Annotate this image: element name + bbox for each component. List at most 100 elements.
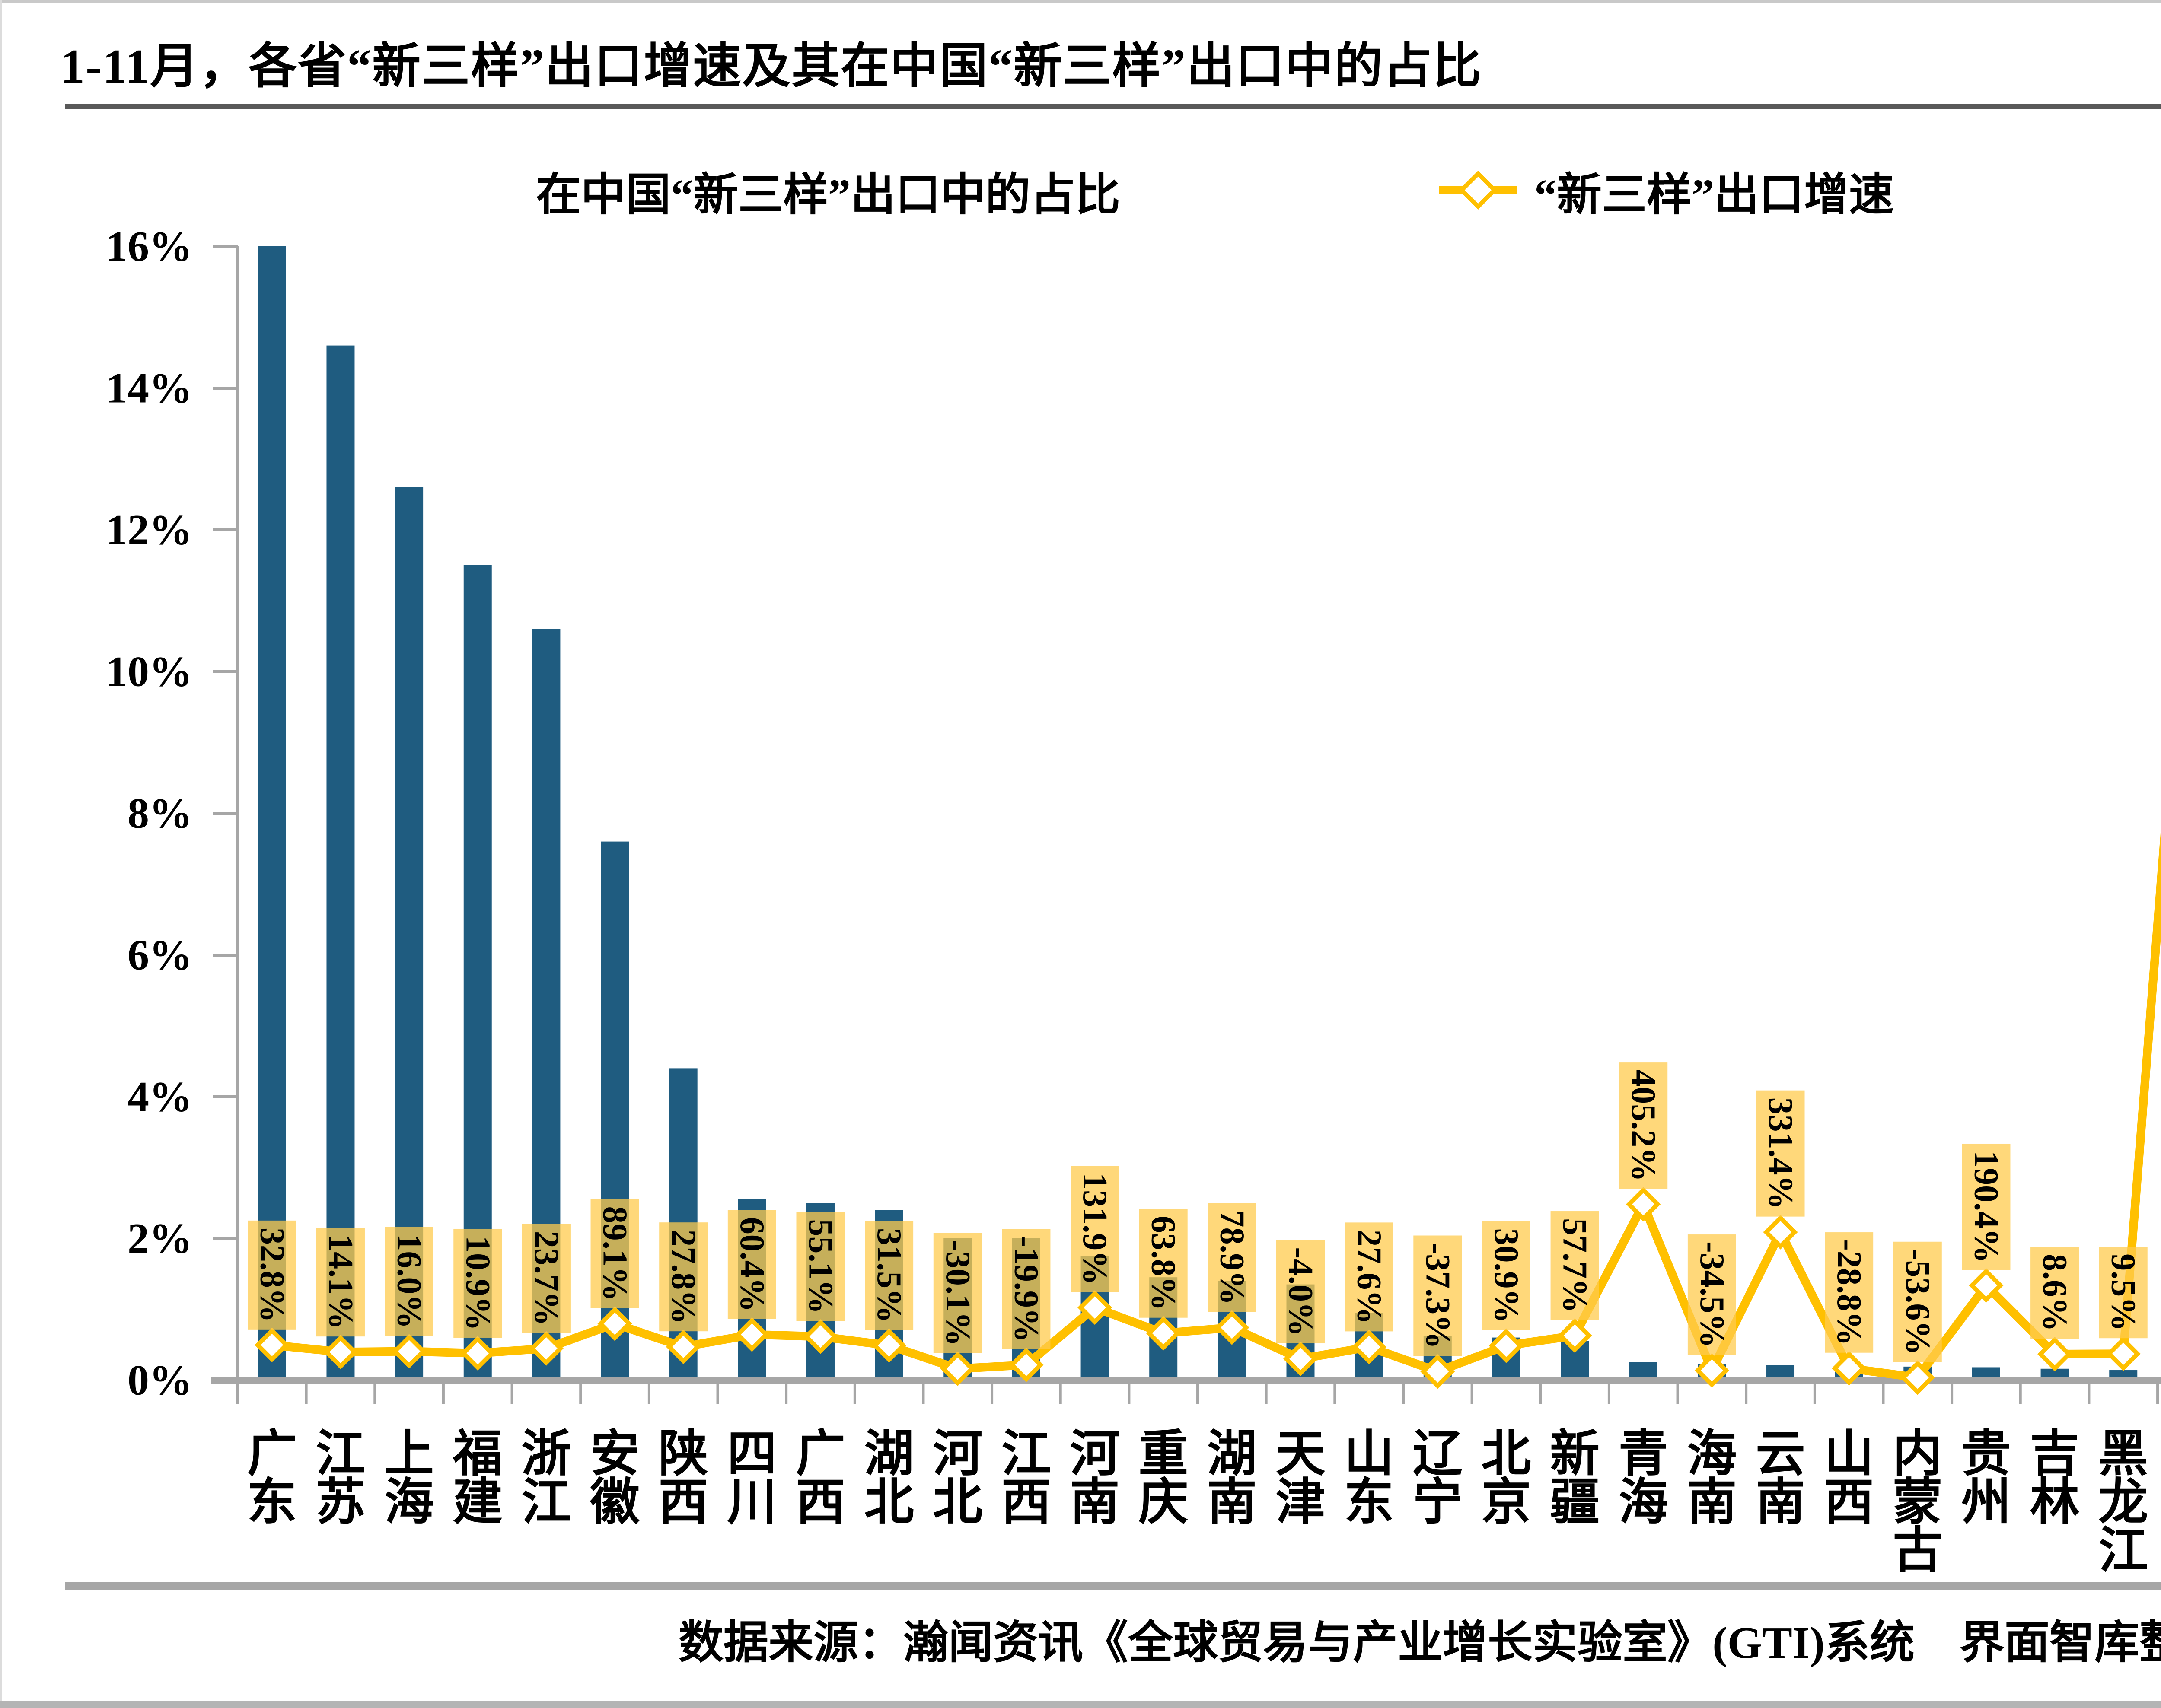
data-label-text: 9.5% [2104, 1253, 2142, 1331]
x-axis-tick [1333, 1384, 1336, 1404]
marker-江西 [1009, 1347, 1044, 1383]
legend-line-marker-icon [1439, 170, 1517, 210]
data-label-江苏: 14.1% [316, 1228, 365, 1337]
marker-浙江 [529, 1331, 564, 1366]
data-label-text: -28.8% [1830, 1239, 1868, 1346]
x-axis-tick [1059, 1384, 1062, 1404]
x-axis-category-山西: 山西 [1824, 1427, 1874, 1530]
data-label-安徽: 89.1% [590, 1199, 639, 1308]
x-axis-category-广东: 广东 [247, 1427, 297, 1530]
x-axis-tick [1128, 1384, 1131, 1404]
data-label-河北: -30.1% [933, 1233, 982, 1353]
data-label-text: 27.6% [1350, 1229, 1388, 1324]
x-axis-category-重庆: 重庆 [1138, 1427, 1188, 1530]
data-label-bg [727, 1210, 776, 1319]
data-label-海南: -34.5% [1687, 1234, 1736, 1355]
x-axis-category-湖北: 湖北 [864, 1427, 914, 1530]
x-axis-tick [1196, 1384, 1199, 1404]
data-label-bg [659, 1222, 708, 1332]
x-axis-tick [647, 1384, 650, 1404]
data-label-text: -53.6% [1899, 1249, 1937, 1355]
marker-贵州 [1969, 1268, 2004, 1303]
x-axis-category-海南: 海南 [1687, 1427, 1737, 1530]
x-axis-tick [2156, 1384, 2159, 1404]
data-label-湖北: 31.5% [865, 1221, 914, 1330]
x-axis-category-北京: 北京 [1481, 1427, 1531, 1530]
source-divider [65, 1582, 2161, 1590]
page-border-left [0, 0, 2, 1708]
data-label-text: -4.0% [1281, 1247, 1320, 1336]
marker-山东 [1351, 1330, 1386, 1364]
marker-广东 [255, 1327, 290, 1362]
legend-item-share: 在中国“新三样”出口中的占比 [479, 156, 1120, 225]
data-label-广东: 32.8% [248, 1220, 296, 1330]
marker-湖南 [1214, 1310, 1249, 1345]
marker-新疆 [1557, 1318, 1592, 1353]
x-axis-category-内蒙古: 内蒙古 [1893, 1427, 1942, 1578]
data-label-bg [1276, 1240, 1325, 1344]
marker-北京 [1488, 1328, 1524, 1363]
x-axis-category-云南: 云南 [1756, 1427, 1805, 1530]
data-label-湖南: 78.9% [1208, 1203, 1256, 1312]
data-label-重庆: 63.8% [1139, 1209, 1188, 1318]
data-label-江西: -19.9% [1002, 1229, 1051, 1349]
data-label-辽宁: -37.3% [1413, 1235, 1462, 1356]
data-label-text: 89.1% [596, 1206, 634, 1301]
marker-海南 [1694, 1353, 1729, 1388]
x-axis-tick [716, 1384, 719, 1404]
x-axis-category-广西: 广西 [796, 1427, 845, 1530]
data-label-bg [796, 1212, 845, 1321]
data-label-云南: 331.4% [1756, 1090, 1805, 1217]
data-label-text: 57.7% [1556, 1218, 1594, 1313]
data-label-bg [1619, 1062, 1668, 1189]
x-axis-category-湖南: 湖南 [1207, 1427, 1257, 1530]
data-label-bg [1687, 1234, 1736, 1355]
left-axis-label: 0% [127, 1356, 192, 1404]
data-label-text: 63.8% [1144, 1216, 1182, 1311]
legend-bar-label: 在中国“新三样”出口中的占比 [536, 170, 1121, 220]
data-label-text: 331.4% [1762, 1097, 1800, 1210]
marker-陕西 [666, 1330, 701, 1364]
x-axis-category-江苏: 江苏 [316, 1427, 365, 1530]
x-axis-category-黑龙江: 黑龙江 [2098, 1427, 2148, 1578]
x-axis-tick [373, 1384, 376, 1404]
x-axis-tick [305, 1384, 308, 1404]
x-axis-category-辽宁: 辽宁 [1413, 1427, 1463, 1530]
left-axis-tick [213, 1237, 238, 1240]
x-axis-category-贵州: 贵州 [1961, 1427, 2011, 1530]
marker-福建 [460, 1336, 495, 1371]
data-label-bg [2030, 1247, 2079, 1339]
marker-青海 [1626, 1187, 1661, 1222]
x-axis-category-天津: 天津 [1275, 1427, 1325, 1530]
data-label-陕西: 27.8% [659, 1222, 708, 1332]
left-axis-tick [213, 812, 238, 815]
marker-天津 [1283, 1341, 1318, 1377]
data-label-bg [1962, 1143, 2011, 1270]
page-border-bottom [0, 1701, 2161, 1708]
left-axis-label: 12% [106, 506, 192, 554]
marker-重庆 [1146, 1316, 1181, 1351]
marker-江苏 [323, 1335, 358, 1370]
marker-安徽 [597, 1306, 632, 1341]
x-axis-tick [1745, 1384, 1748, 1404]
data-label-text: 55.1% [801, 1219, 839, 1314]
left-axis-label: 2% [127, 1215, 192, 1263]
data-label-贵州: 190.4% [1962, 1143, 2011, 1270]
x-axis-tick [922, 1384, 925, 1404]
x-axis-tick [236, 1384, 239, 1404]
bar-广东 [258, 246, 286, 1380]
data-label-bg [1825, 1232, 1874, 1353]
x-axis-category-河北: 河北 [933, 1427, 982, 1530]
data-label-内蒙古: -53.6% [1893, 1241, 1942, 1362]
marker-吉林 [2037, 1336, 2072, 1372]
data-label-bg [1002, 1229, 1051, 1349]
data-label-黑龙江: 9.5% [2099, 1247, 2148, 1339]
data-label-text: 131.9% [1076, 1173, 1114, 1285]
x-axis-tick [1539, 1384, 1542, 1404]
data-label-text: 60.4% [733, 1217, 771, 1312]
data-label-山东: 27.6% [1345, 1222, 1393, 1332]
x-axis-tick [1882, 1384, 1885, 1404]
data-label-text: 78.9% [1213, 1210, 1251, 1305]
data-label-四川: 60.4% [727, 1210, 776, 1319]
data-label-bg [2099, 1247, 2148, 1339]
